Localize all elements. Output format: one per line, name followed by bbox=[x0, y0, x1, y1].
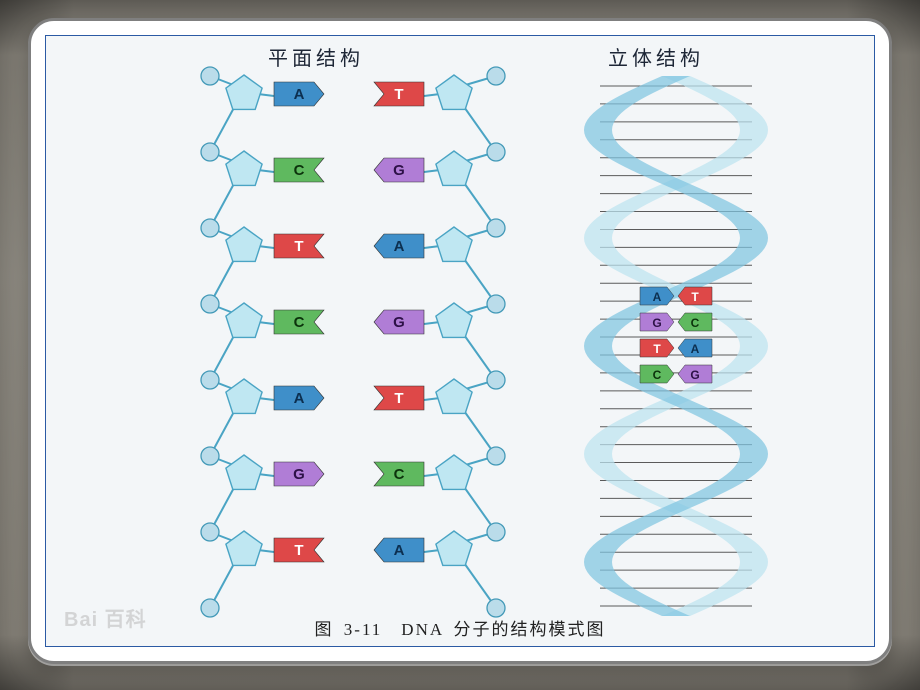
sugar-pentagon bbox=[436, 531, 472, 565]
phosphate-circle bbox=[201, 371, 219, 389]
phosphate-circle bbox=[487, 371, 505, 389]
helix-base-label-T: T bbox=[653, 342, 661, 356]
base-label-A: A bbox=[294, 86, 305, 103]
phosphate-circle bbox=[201, 143, 219, 161]
helix-base-label-G: G bbox=[652, 316, 661, 330]
sugar-pentagon bbox=[226, 151, 262, 185]
phosphate-circle bbox=[201, 447, 219, 465]
helix-base-label-C: C bbox=[653, 368, 662, 382]
sugar-pentagon bbox=[226, 379, 262, 413]
phosphate-circle bbox=[201, 523, 219, 541]
phosphate-circle bbox=[201, 67, 219, 85]
phosphate-circle bbox=[201, 295, 219, 313]
flat-structure-diagram: A T C G T A C G A T G C T A bbox=[196, 66, 516, 636]
base-label-G: G bbox=[393, 162, 405, 179]
phosphate-circle bbox=[487, 523, 505, 541]
figure-caption: 图 3-11 DNA 分子的结构模式图 bbox=[46, 615, 874, 640]
sugar-pentagon bbox=[226, 531, 262, 565]
base-label-C: C bbox=[294, 314, 305, 331]
sugar-pentagon bbox=[226, 75, 262, 109]
sugar-pentagon bbox=[436, 455, 472, 489]
helix-base-label-G: G bbox=[690, 368, 699, 382]
phosphate-circle bbox=[487, 143, 505, 161]
phosphate-circle bbox=[487, 447, 505, 465]
diagram-panel: 平面结构 立体结构 ATCGTACGATGCTA ATGCTACG 图 3-11… bbox=[45, 35, 875, 647]
sugar-pentagon bbox=[226, 455, 262, 489]
base-label-A: A bbox=[294, 390, 305, 407]
base-label-T: T bbox=[294, 238, 303, 255]
phosphate-circle bbox=[487, 295, 505, 313]
sugar-pentagon bbox=[226, 227, 262, 261]
sugar-pentagon bbox=[436, 227, 472, 261]
base-label-G: G bbox=[293, 466, 305, 483]
sugar-pentagon bbox=[226, 303, 262, 337]
helix-base-label-T: T bbox=[691, 290, 699, 304]
base-label-G: G bbox=[393, 314, 405, 331]
base-label-A: A bbox=[394, 542, 405, 559]
slide-background: 平面结构 立体结构 ATCGTACGATGCTA ATGCTACG 图 3-11… bbox=[0, 0, 920, 690]
phosphate-circle bbox=[487, 219, 505, 237]
phosphate-circle bbox=[201, 219, 219, 237]
base-label-C: C bbox=[394, 466, 405, 483]
sugar-pentagon bbox=[436, 379, 472, 413]
base-label-T: T bbox=[394, 390, 403, 407]
watermark-baidu-baike: Bai 百科 bbox=[64, 603, 147, 632]
slide-frame: 平面结构 立体结构 ATCGTACGATGCTA ATGCTACG 图 3-11… bbox=[28, 18, 892, 664]
base-label-C: C bbox=[294, 162, 305, 179]
helix-base-label-A: A bbox=[691, 342, 700, 356]
base-label-A: A bbox=[394, 238, 405, 255]
sugar-pentagon bbox=[436, 151, 472, 185]
sugar-pentagon bbox=[436, 303, 472, 337]
sugar-pentagon bbox=[436, 75, 472, 109]
helix-base-label-C: C bbox=[691, 316, 700, 330]
helix-base-label-A: A bbox=[653, 290, 662, 304]
phosphate-circle bbox=[487, 67, 505, 85]
base-label-T: T bbox=[394, 86, 403, 103]
helix-structure-diagram: ATGCTACG bbox=[536, 66, 836, 636]
base-label-T: T bbox=[294, 542, 303, 559]
